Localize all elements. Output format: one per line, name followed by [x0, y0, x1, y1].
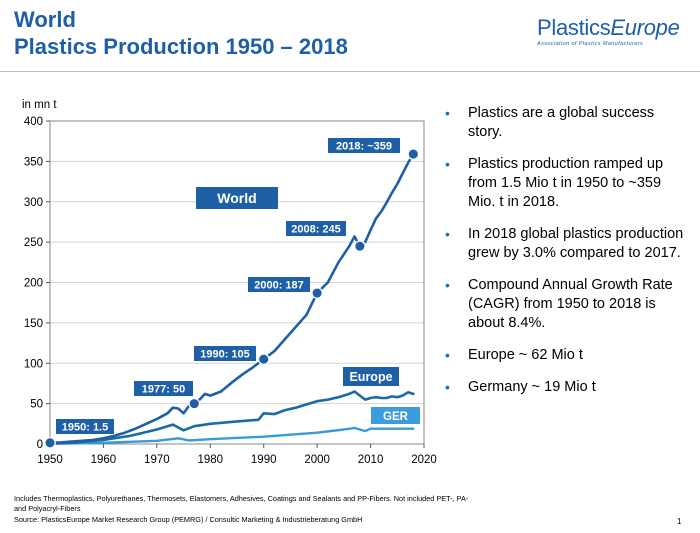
bullet-item: • Plastics production ramped up from 1.5 … [444, 155, 684, 212]
y-tick-label: 0 [37, 439, 43, 451]
world-series-label-box [196, 187, 278, 209]
bullet-text: In 2018 global plastics production grew … [468, 226, 684, 261]
ger-series-label: GER [383, 411, 409, 423]
y-tick-label: 400 [24, 116, 43, 128]
world-data-point [311, 287, 323, 299]
y-tick-label: 200 [24, 278, 43, 290]
plasticseurope-logo: PlasticsEurope Association of Plastics M… [537, 16, 685, 48]
y-tick-label: 250 [24, 237, 43, 249]
bullet-item: • Germany ~ 19 Mio t [444, 378, 684, 397]
y-tick-label: 350 [24, 156, 43, 168]
europe-series-label: Europe [349, 370, 392, 384]
bullet-item: • In 2018 global plastics production grew… [444, 225, 684, 263]
bullet-text: Europe ~ 62 Mio t [468, 347, 583, 363]
logo-word-plastics: Plastics [537, 15, 611, 40]
bullet-text: Germany ~ 19 Mio t [468, 379, 596, 395]
bullet-dot-icon: • [445, 347, 450, 363]
world-series-label: World [217, 190, 256, 206]
world-data-point [188, 397, 201, 410]
logo-word-europe: Europe [610, 15, 680, 40]
title-line-2: Plastics Production 1950 – 2018 [14, 34, 348, 59]
key-facts-list: • Plastics are a global success story. • Pl… [444, 104, 684, 410]
x-tick-label: 2020 [411, 454, 437, 466]
world-data-point [407, 148, 420, 160]
series-line-world [48, 152, 415, 445]
world-data-point [44, 436, 56, 449]
series-line-ger [48, 426, 415, 445]
page-number: 1 [677, 517, 682, 526]
x-tick-label: 1970 [144, 454, 170, 466]
slide-title: World Plastics Production 1950 – 2018 [14, 6, 348, 60]
y-tick-label: 100 [24, 358, 43, 370]
data-callout-label: 1977: 50 [142, 384, 185, 396]
data-callout-box [194, 346, 256, 361]
y-tick-label: 50 [30, 399, 43, 411]
header-divider [0, 71, 700, 72]
y-tick-label: 300 [24, 197, 43, 209]
bullet-dot-icon: • [445, 156, 450, 172]
data-callout-label: 2018: ~359 [336, 141, 392, 153]
ger-series-label-box [371, 407, 420, 424]
x-tick-label: 1990 [251, 454, 277, 466]
bullet-text: Plastics production ramped up from 1.5 M… [468, 156, 664, 210]
logo-tagline: Association of Plastics Manufacturers [537, 41, 644, 47]
europe-series-label-box [343, 367, 399, 386]
data-callout-label: 2008: 245 [291, 224, 341, 236]
y-axis-unit-label: in mn t [22, 99, 57, 111]
data-callout-box [56, 419, 114, 434]
title-line-1: World [14, 7, 76, 32]
data-callout-label: 2000: 187 [254, 280, 304, 292]
bullet-dot-icon: • [445, 226, 450, 242]
x-tick-label: 1980 [197, 454, 223, 466]
footnote: Includes Thermoplastics, Polyurethanes, … [14, 494, 469, 513]
bullet-item: • Compound Annual Growth Rate (CAGR) from… [444, 276, 684, 333]
series-line-europe [48, 390, 415, 445]
bullet-dot-icon: • [445, 105, 450, 121]
world-data-point [354, 240, 366, 253]
bullet-dot-icon: • [445, 379, 450, 395]
bullet-dot-icon: • [445, 277, 450, 293]
bullet-text: Plastics are a global success story. [468, 105, 655, 140]
data-callout-box [328, 138, 400, 153]
logo-wordmark: PlasticsEurope [537, 16, 685, 40]
world-data-point [257, 353, 270, 366]
source-note: Source: PlasticsEurope Market Research G… [14, 515, 363, 524]
bullet-text: Compound Annual Growth Rate (CAGR) from … [468, 277, 673, 331]
data-callout-label: 1990: 105 [200, 349, 250, 361]
bullet-item: • Plastics are a global success story. [444, 104, 684, 142]
x-tick-label: 2000 [304, 454, 330, 466]
y-tick-label: 150 [24, 318, 43, 330]
bullet-item: • Europe ~ 62 Mio t [444, 346, 684, 365]
data-callout-box [134, 381, 193, 396]
x-tick-label: 1950 [37, 454, 63, 466]
data-callout-box [248, 277, 310, 292]
x-tick-label: 1960 [91, 454, 117, 466]
data-callout-label: 1950: 1.5 [62, 422, 108, 434]
data-callout-box [286, 221, 346, 236]
x-tick-label: 2010 [358, 454, 384, 466]
